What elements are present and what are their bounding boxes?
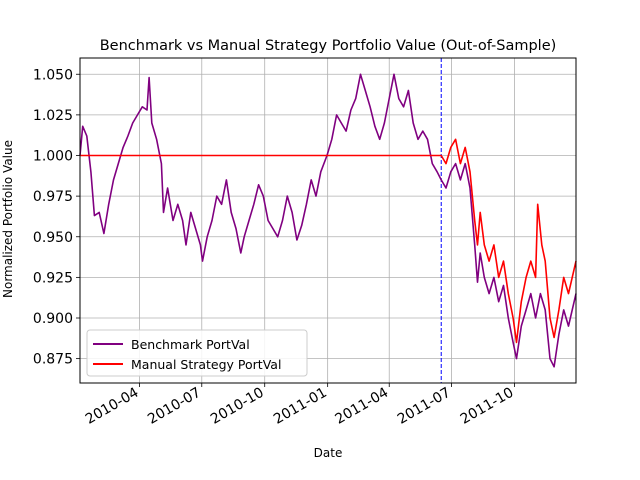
- x-tick-label: 2011-07: [395, 385, 454, 428]
- legend-box: [86, 329, 308, 377]
- y-tick-label: 1.050: [33, 67, 73, 83]
- y-tick-label: 0.975: [33, 189, 73, 205]
- manual-strategy-line: [80, 138, 577, 344]
- y-tick-label: 1.025: [33, 108, 73, 124]
- x-axis-label: Date: [314, 446, 343, 460]
- y-tick-label: 0.875: [33, 352, 73, 368]
- x-tick-label: 2011-10: [458, 385, 517, 428]
- x-tick-label: 2010-07: [145, 385, 204, 428]
- y-axis-ticks: 0.875 0.900 0.925 0.950 0.975 1.000 1.025 1.050: [33, 67, 80, 368]
- chart-title: Benchmark vs Manual Strategy Portfolio V…: [100, 38, 557, 54]
- y-axis-label: Normalized Portfolio Value: [1, 140, 15, 298]
- x-tick-label: 2010-04: [83, 385, 142, 428]
- x-tick-label: 2011-04: [333, 385, 392, 428]
- legend-label-manual-strategy: Manual Strategy PortVal: [131, 357, 281, 372]
- legend-label-benchmark: Benchmark PortVal: [131, 337, 250, 352]
- x-tick-label: 2010-10: [208, 385, 267, 428]
- x-tick-label: 2011-01: [271, 385, 330, 428]
- y-tick-label: 1.000: [33, 149, 73, 165]
- series-lines: [79, 73, 577, 368]
- legend: Benchmark PortVal Manual Strategy PortVa…: [86, 329, 308, 377]
- benchmark-line: [79, 73, 577, 368]
- y-tick-label: 0.925: [33, 270, 73, 286]
- y-tick-label: 0.900: [33, 311, 73, 327]
- y-tick-label: 0.950: [33, 230, 73, 246]
- x-axis-ticks: 2010-04 2010-07 2010-10 2011-01 2011-04 2011-…: [83, 383, 517, 428]
